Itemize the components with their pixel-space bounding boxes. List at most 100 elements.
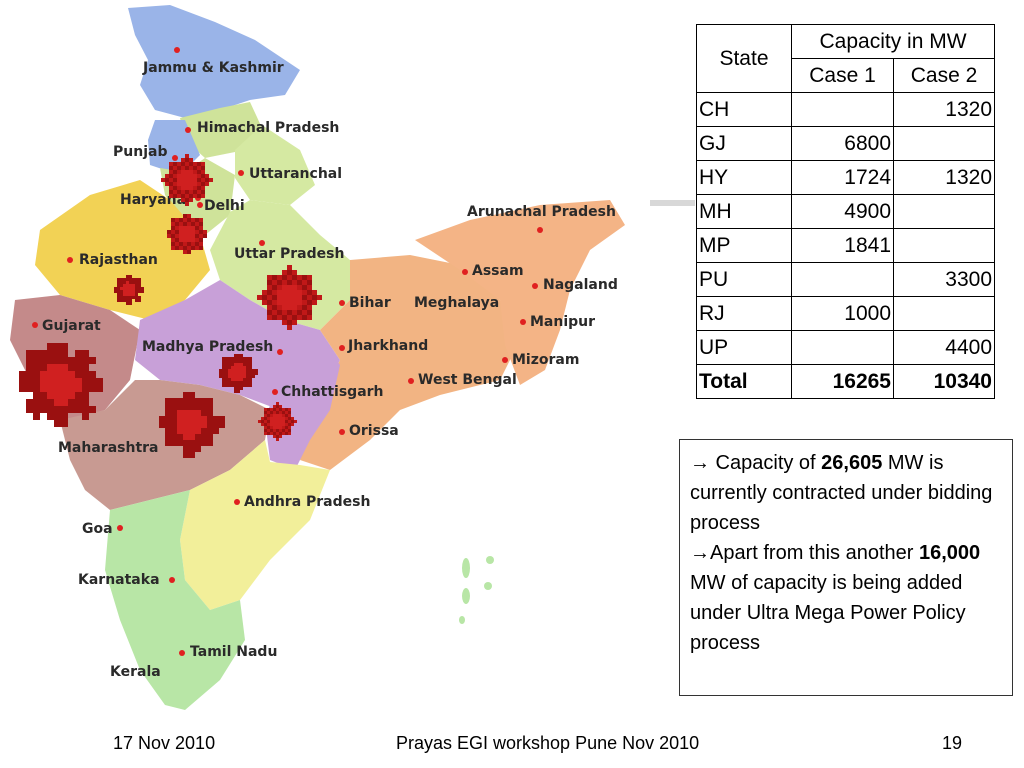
capital-dot: [169, 577, 175, 583]
table-row: MH 4900: [696, 194, 995, 229]
note-2-bold: 16,000: [918, 542, 981, 564]
header-capacity: Capacity in MW: [791, 24, 995, 59]
footer-page-number: 19: [942, 733, 963, 753]
cell-case2: 4400: [893, 330, 995, 365]
capital-dot: [339, 300, 345, 306]
power-plant-marker: [219, 354, 258, 393]
island: [484, 582, 492, 590]
cell-state: PU: [696, 262, 792, 297]
island: [462, 588, 470, 604]
state-label-mh: Maharashtra: [58, 440, 159, 456]
region-uttaranchal: [235, 125, 315, 205]
table-row: PU 3300: [696, 262, 995, 297]
note-point-2: →Apart from this another 16,000 MW of ca…: [690, 538, 1002, 658]
cell-state: GJ: [696, 126, 792, 161]
cell-case1: 1000: [791, 296, 894, 331]
region-jammu-kashmir: [128, 5, 300, 118]
capital-dot: [502, 357, 508, 363]
note-2-pre: Apart from this another: [710, 542, 919, 564]
region-andhra: [180, 440, 330, 610]
note-1-post: MW is currently contracted under bidding…: [690, 452, 993, 534]
capital-dot: [197, 202, 203, 208]
cell-state: CH: [696, 92, 792, 127]
state-label-ml: Meghalaya: [414, 295, 499, 311]
state-label-mz: Mizoram: [512, 352, 579, 368]
capital-dot: [520, 319, 526, 325]
state-label-wb: West Bengal: [418, 372, 517, 388]
capital-dot: [67, 257, 73, 263]
island: [459, 616, 465, 624]
state-label-up: Uttar Pradesh: [234, 246, 344, 262]
capital-dot: [185, 127, 191, 133]
island: [486, 556, 494, 564]
region-chhattisgarh: [265, 340, 340, 470]
cell-case1: [791, 330, 894, 365]
cell-state: RJ: [696, 296, 792, 331]
power-plant-marker: [114, 275, 144, 305]
capital-dot: [462, 269, 468, 275]
right-arrow-icon: →: [690, 542, 710, 564]
cell-state: HY: [696, 160, 792, 195]
state-label-gj: Gujarat: [42, 318, 101, 334]
table-total-row: Total 16265 10340: [696, 364, 995, 399]
india-map: Jammu & Kashmir Himachal Pradesh Punjab Utt…: [10, 5, 625, 710]
capital-dot: [174, 47, 180, 53]
table-row: GJ 6800: [696, 126, 995, 161]
footer-date: 17 Nov 2010: [113, 733, 216, 753]
capital-dot: [238, 170, 244, 176]
power-plant-marker: [19, 343, 103, 427]
cell-case1: 1724: [791, 160, 894, 195]
table-row: UP 4400: [696, 330, 995, 365]
capital-dot: [339, 429, 345, 435]
header-state: State: [696, 24, 792, 93]
footer-title: Prayas EGI workshop Pune Nov 2010: [396, 733, 700, 753]
cell-case2: [893, 126, 995, 161]
table-row: RJ 1000: [696, 296, 995, 331]
cell-case2: 1320: [893, 92, 995, 127]
power-plant-marker: [159, 392, 225, 458]
state-label-mp: Madhya Pradesh: [142, 339, 273, 355]
cell-case2: 3300: [893, 262, 995, 297]
capital-dot: [32, 322, 38, 328]
state-label-kl: Kerala: [110, 664, 161, 680]
capital-dot: [537, 227, 543, 233]
table-row: HY 1724 1320: [696, 160, 995, 195]
note-point-1: → Capacity of 26,605 MW is currently con…: [690, 448, 1002, 538]
state-label-ua: Uttaranchal: [249, 166, 342, 182]
cell-state: MP: [696, 228, 792, 263]
capital-dot: [277, 349, 283, 355]
note-1-pre: Capacity of: [710, 452, 822, 474]
state-label-ka: Karnataka: [78, 572, 160, 588]
state-label-or: Orissa: [349, 423, 399, 439]
state-label-ap: Andhra Pradesh: [244, 494, 370, 510]
note-box: → Capacity of 26,605 MW is currently con…: [679, 439, 1013, 696]
capital-dot: [532, 283, 538, 289]
region-south: [105, 490, 245, 710]
cell-case1: 6800: [791, 126, 894, 161]
state-label-pb: Punjab: [113, 144, 167, 160]
power-plant-marker: [161, 154, 213, 206]
power-plant-marker: [258, 402, 297, 441]
region-rajasthan: [35, 180, 210, 320]
state-label-hp: Himachal Pradesh: [197, 120, 339, 136]
cell-case2: [893, 194, 995, 229]
state-label-rj: Rajasthan: [79, 252, 158, 268]
cell-total-case2: 10340: [893, 364, 995, 399]
state-label-nl: Nagaland: [543, 277, 618, 293]
power-plant-marker: [257, 265, 322, 330]
capital-dot: [179, 650, 185, 656]
capital-dot: [172, 155, 178, 161]
state-label-jk: Jammu & Kashmir: [142, 60, 284, 76]
cell-case1: [791, 262, 894, 297]
cell-case2: 1320: [893, 160, 995, 195]
cell-case1: [791, 92, 894, 127]
cell-case1: 1841: [791, 228, 894, 263]
cell-case2: [893, 296, 995, 331]
table-row: CH 1320: [696, 92, 995, 127]
capital-dot: [117, 525, 123, 531]
note-1-bold: 26,605: [821, 452, 883, 474]
capital-dot: [272, 389, 278, 395]
island: [462, 558, 470, 578]
state-label-cg: Chhattisgarh: [281, 384, 384, 400]
state-label-mn: Manipur: [530, 314, 595, 330]
